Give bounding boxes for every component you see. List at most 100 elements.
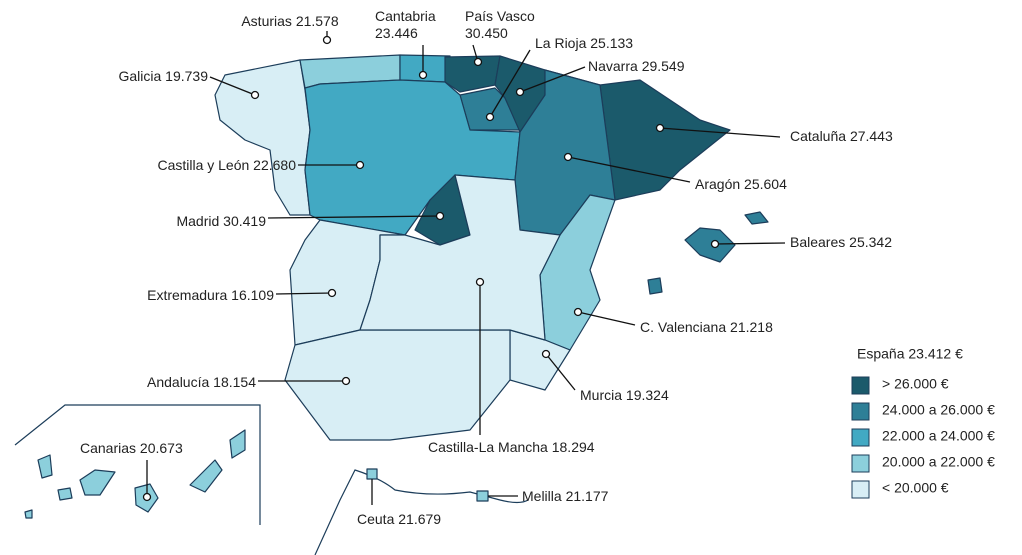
- region-name: C. Valenciana: [640, 319, 726, 335]
- marker-dot: [573, 307, 583, 317]
- legend-label: 24.000 a 26.000 €: [882, 402, 995, 418]
- region-value: 21.679: [398, 511, 441, 527]
- region-value: 21.578: [296, 13, 339, 29]
- region-label: Navarra 29.549: [588, 58, 685, 74]
- region-name: Baleares: [790, 234, 845, 250]
- region-name: País Vasco: [465, 8, 535, 24]
- region: [366, 468, 378, 480]
- legend-swatch: [851, 454, 870, 473]
- region-label: Melilla 21.177: [522, 488, 609, 504]
- region-name: Ceuta: [357, 511, 395, 527]
- region: [189, 459, 223, 493]
- region-name: Cantabria: [375, 8, 436, 24]
- region: [684, 227, 736, 263]
- leader-line: [659, 127, 781, 138]
- region-value: 25.133: [590, 35, 633, 51]
- leader-line: [267, 215, 441, 219]
- marker-dot: [473, 57, 483, 67]
- marker-dot: [515, 87, 525, 97]
- region: [57, 487, 73, 501]
- legend-label: < 20.000 €: [882, 480, 949, 496]
- marker-dot: [142, 492, 152, 502]
- region-value: 21.218: [730, 319, 773, 335]
- region: [24, 509, 33, 519]
- region-name: Galicia: [118, 68, 161, 84]
- marker-dot: [563, 152, 573, 162]
- region-label: Andalucía 18.154: [147, 374, 256, 390]
- region-value: 22.680: [253, 157, 296, 173]
- region-value: 27.443: [850, 128, 893, 144]
- region-value: 29.549: [642, 58, 685, 74]
- region: [37, 454, 53, 479]
- region-label: Murcia 19.324: [580, 387, 669, 403]
- region: [79, 469, 116, 496]
- region-name: La Rioja: [535, 35, 587, 51]
- region-name: Andalucía: [147, 374, 209, 390]
- region-label: Madrid 30.419: [176, 213, 266, 229]
- region-label: Cataluña 27.443: [790, 128, 893, 144]
- legend-label: > 26.000 €: [882, 376, 949, 392]
- marker-dot: [435, 211, 445, 221]
- leader-line: [275, 292, 333, 295]
- leader-line: [519, 66, 586, 93]
- marker-dot: [341, 376, 351, 386]
- legend-swatch: [851, 376, 870, 395]
- region: [359, 174, 561, 341]
- region: [444, 55, 501, 93]
- region-name: Madrid: [176, 213, 219, 229]
- region-label: Baleares 25.342: [790, 234, 892, 250]
- legend-label: 22.000 a 24.000 €: [882, 428, 995, 444]
- marker-dot: [355, 160, 365, 170]
- marker-dot: [541, 349, 551, 359]
- marker-dot: [710, 239, 720, 249]
- marker-dot: [475, 277, 485, 287]
- marker-dot: [418, 70, 428, 80]
- region-value: 18.154: [213, 374, 256, 390]
- region: [476, 490, 489, 502]
- marker-dot: [322, 35, 332, 45]
- summary: España 23.412 €: [857, 346, 963, 362]
- region: [744, 211, 769, 225]
- region-value: 23.446: [375, 25, 418, 41]
- region: [229, 429, 246, 459]
- leader-line: [577, 311, 636, 326]
- region-value: 25.604: [744, 176, 787, 192]
- marker-dot: [250, 90, 260, 100]
- region-value: 19.739: [165, 68, 208, 84]
- region: [647, 277, 663, 295]
- region-label: Aragón 25.604: [695, 176, 787, 192]
- region-label: Castilla-La Mancha 18.294: [428, 439, 595, 455]
- region: [214, 59, 311, 216]
- region-label: Galicia 19.739: [118, 68, 208, 84]
- region-label: Cantabria 23.446: [375, 8, 436, 41]
- region-value: 16.109: [231, 287, 274, 303]
- leader-line: [545, 353, 576, 391]
- region-label: Asturias 21.578: [241, 13, 339, 29]
- region-label: Canarias 20.673: [80, 440, 183, 456]
- marker-dot: [655, 123, 665, 133]
- leader-line: [567, 156, 691, 183]
- region-name: Asturias: [241, 13, 292, 29]
- region-value: 18.294: [552, 439, 595, 455]
- region-label: C. Valenciana 21.218: [640, 319, 773, 335]
- region-label: País Vasco 30.450: [465, 8, 535, 41]
- region-value: 25.342: [849, 234, 892, 250]
- region-name: Navarra: [588, 58, 638, 74]
- region: [284, 329, 511, 441]
- marker-dot: [485, 112, 495, 122]
- legend-swatch: [851, 402, 870, 421]
- region-label: Extremadura 16.109: [147, 287, 274, 303]
- leader-line: [209, 76, 256, 96]
- region-name: Murcia: [580, 387, 622, 403]
- region-name: Cataluña: [790, 128, 846, 144]
- region-value: 19.324: [626, 387, 669, 403]
- legend-swatch: [851, 480, 870, 499]
- region-name: Melilla: [522, 488, 562, 504]
- region-name: Extremadura: [147, 287, 227, 303]
- region-label: Castilla y León 22.680: [157, 157, 296, 173]
- region-name: Castilla y León: [157, 157, 249, 173]
- legend-label: 20.000 a 22.000 €: [882, 454, 995, 470]
- region-name: Canarias: [80, 440, 136, 456]
- legend-swatch: [851, 428, 870, 447]
